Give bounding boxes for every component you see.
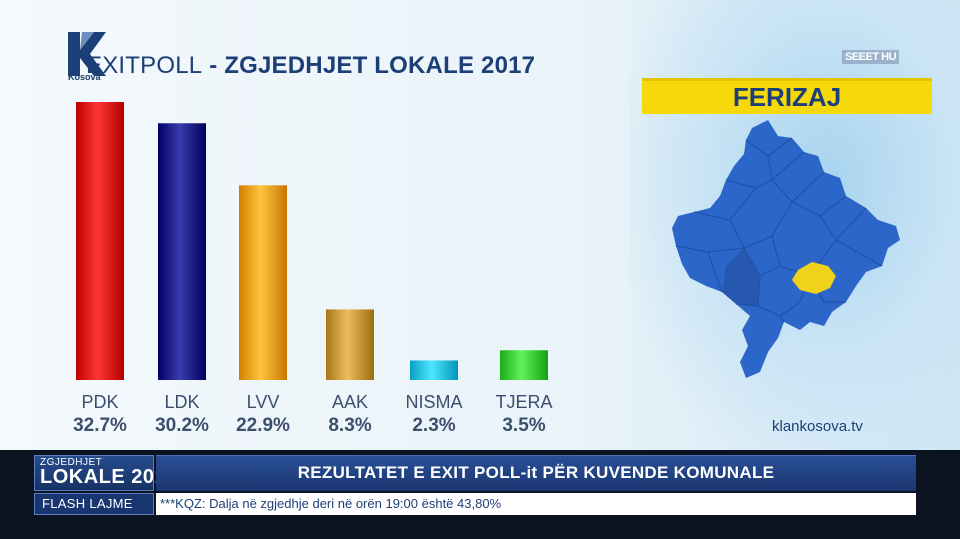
category-label-aak: AAK — [332, 392, 368, 412]
brand-small-text: ZGJEDHJET — [40, 457, 103, 468]
election-brand-box — [34, 455, 154, 491]
flash-news-label: FLASH LAJME — [42, 496, 133, 511]
logo-subtitle: Kosova — [68, 72, 101, 82]
highlighted-district-shade — [722, 248, 760, 306]
municipality-name: FERIZAJ — [732, 82, 842, 112]
news-crawl-text: ***KQZ: Dalja në zgjedhje deri në orën 1… — [160, 496, 502, 511]
value-label-lvv: 22.9% — [236, 415, 290, 436]
klan-kosova-logo — [68, 32, 106, 76]
bar-aak — [326, 309, 374, 380]
news-crawl-bar — [156, 493, 916, 515]
category-label-ldk: LDK — [164, 392, 199, 412]
headline-bar — [156, 455, 916, 491]
category-label-lvv: LVV — [247, 392, 280, 412]
title-exitpoll: EXITPOLL — [86, 52, 203, 79]
brand-big-text: LOKALE 2017 — [40, 466, 178, 488]
chart-title: EXITPOLL - ZGJEDHJET LOKALE 2017 — [86, 52, 535, 80]
value-label-nisma: 2.3% — [412, 415, 455, 436]
bar-nisma — [410, 360, 458, 380]
kosovo-map — [672, 120, 900, 378]
kosovo-territory — [672, 120, 900, 378]
bar-tjera — [500, 350, 548, 380]
ferizaj-highlight — [792, 262, 836, 294]
map-title-bar — [642, 78, 932, 114]
category-label-pdk: PDK — [81, 392, 118, 412]
title-separator: - — [202, 52, 225, 79]
bar-lvv — [239, 185, 287, 380]
website-url: klankosova.tv — [772, 418, 863, 435]
exit-poll-bar-chart: PDK 32.7% LDK 30.2% LVV 22.9% AAK 8.3% NISMA 2.3%… — [73, 102, 553, 436]
value-label-ldk: 30.2% — [155, 415, 209, 436]
bar-ldk — [158, 123, 206, 381]
flash-news-box — [34, 493, 154, 515]
value-label-tjera: 3.5% — [502, 415, 545, 436]
headline-text: REZULTATET E EXIT POLL-it PËR KUVENDE KO… — [297, 463, 775, 482]
value-label-pdk: 32.7% — [73, 415, 127, 436]
category-label-nisma: NISMA — [405, 392, 462, 412]
value-label-aak: 8.3% — [328, 415, 371, 436]
channel-watermark: SEEET HU — [842, 50, 900, 64]
title-elections: ZGJEDHJET LOKALE 2017 — [224, 52, 536, 79]
category-label-tjera: TJERA — [495, 392, 552, 412]
bar-pdk — [76, 102, 124, 380]
